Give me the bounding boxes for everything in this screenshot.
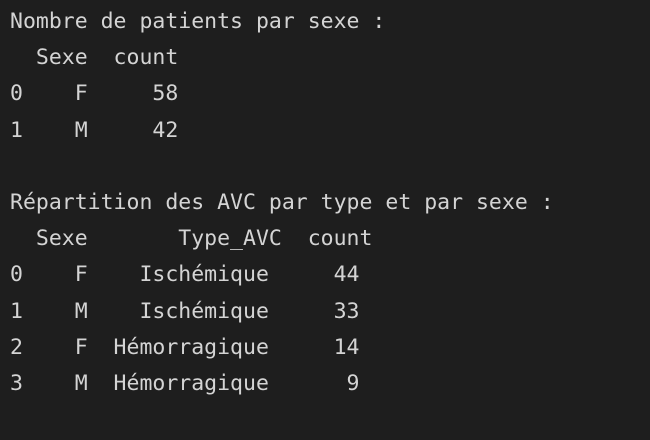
stroke-distribution-title: Répartition des AVC par type et par sexe… bbox=[10, 189, 554, 215]
stroke-distribution-row: 0 F Ischémique 44 bbox=[10, 262, 360, 288]
stroke-distribution-row: 2 F Hémorragique 14 bbox=[10, 334, 360, 360]
stroke-distribution-row: 1 M Ischémique 33 bbox=[10, 298, 360, 324]
sex-counts-row: 1 M 42 bbox=[10, 117, 179, 143]
blank-line bbox=[10, 149, 640, 185]
sex-counts-title: Nombre de patients par sexe : bbox=[10, 9, 386, 34]
sex-counts-row: 0 F 58 bbox=[10, 81, 179, 107]
stroke-distribution-row: 3 M Hémorragique 9 bbox=[10, 370, 360, 396]
stroke-distribution-header: Sexe Type_AVC count bbox=[10, 226, 373, 252]
console-output: Nombre de patients par sexe : Sexe count… bbox=[10, 0, 640, 402]
sex-counts-header: Sexe count bbox=[10, 45, 179, 71]
